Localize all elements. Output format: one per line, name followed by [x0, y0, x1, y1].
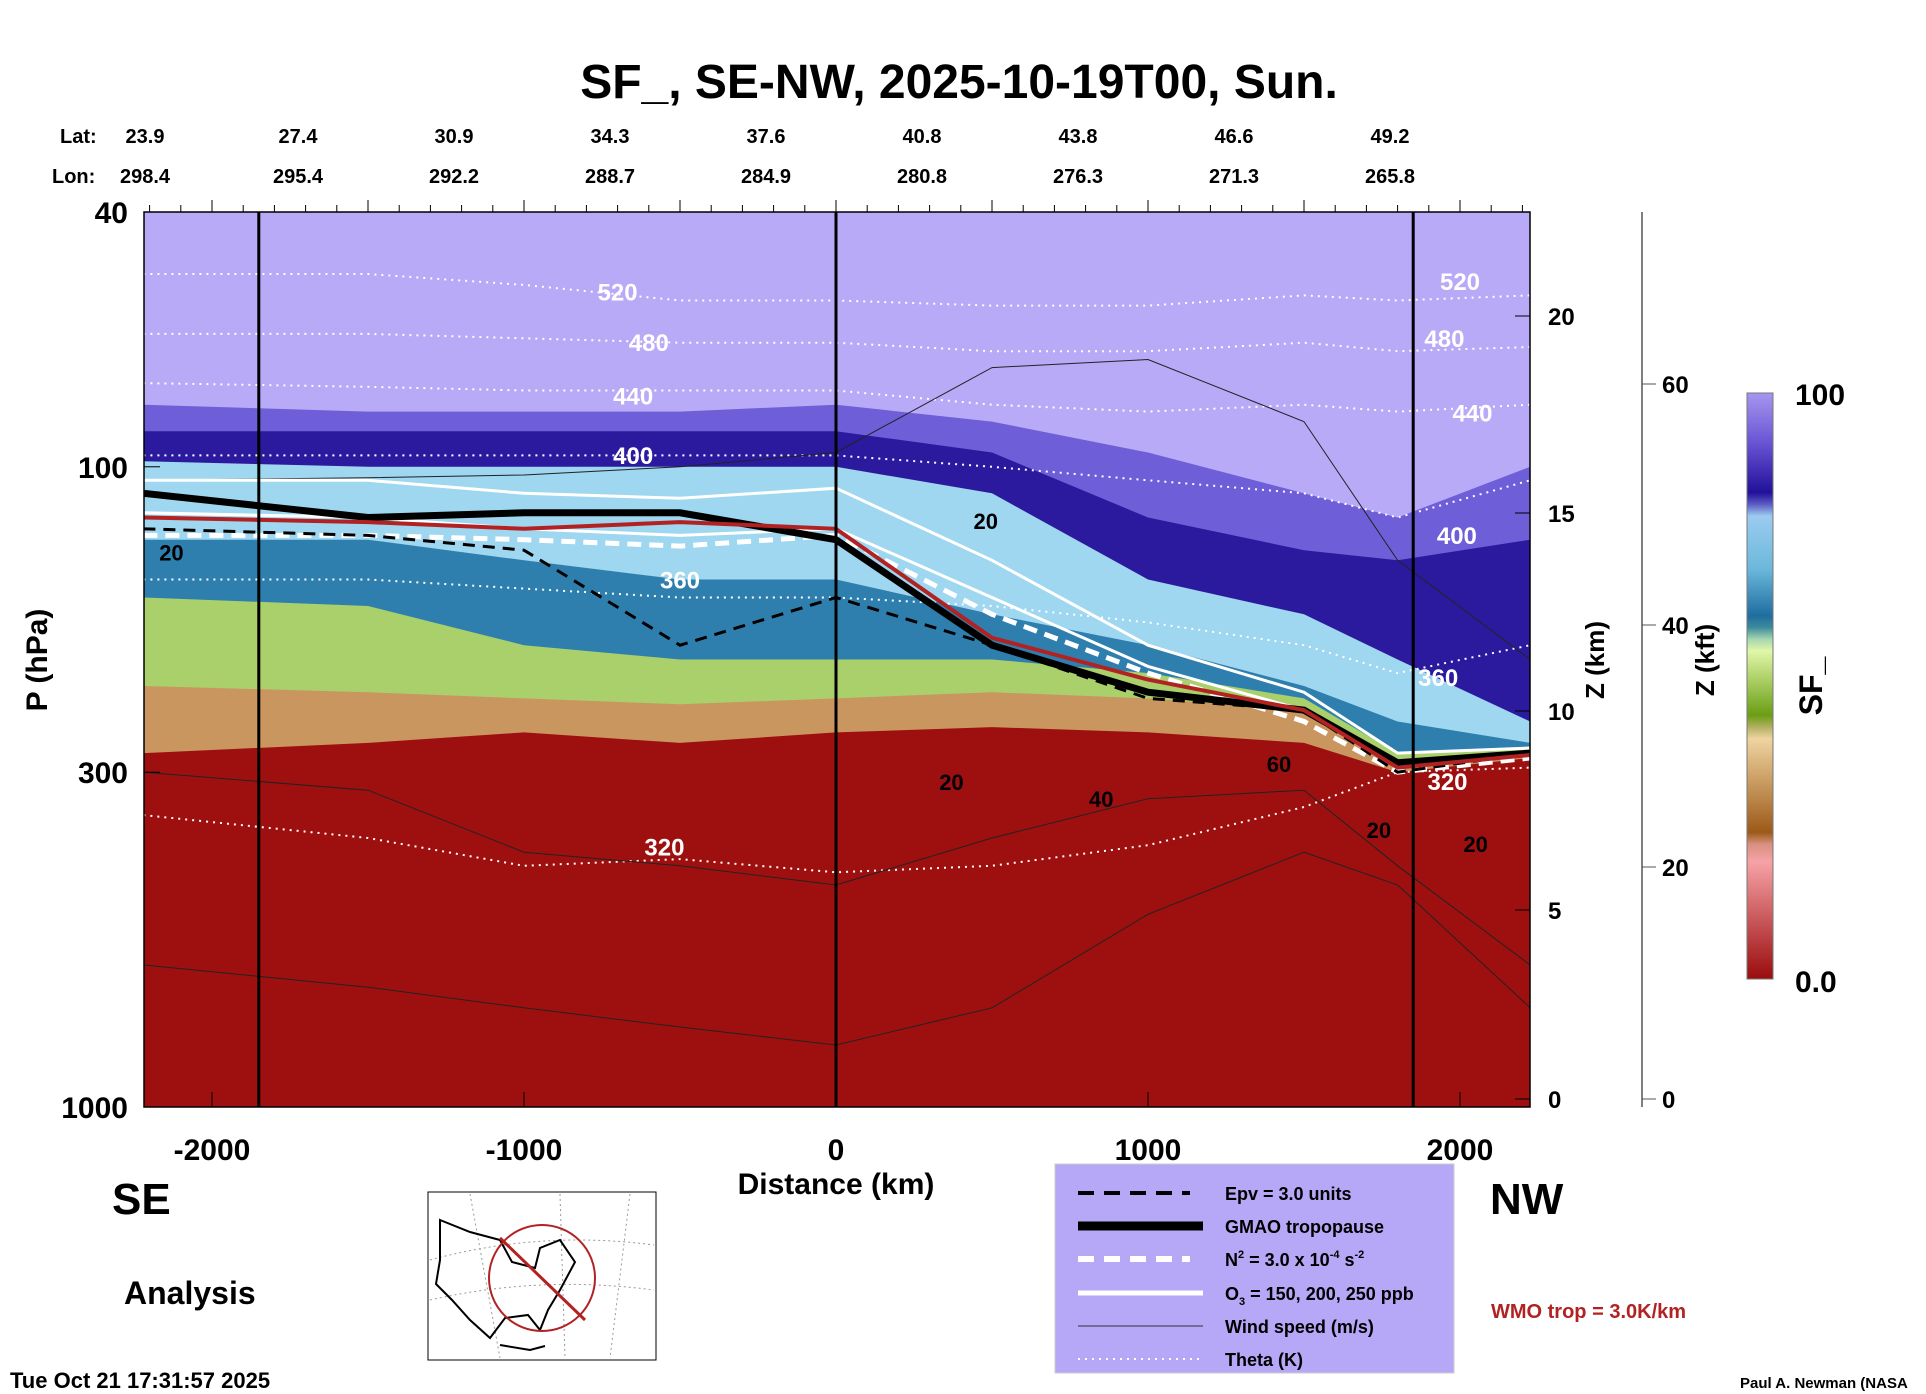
- zkm-tick-label: 20: [1548, 304, 1575, 331]
- zkft-tick-label: 40: [1662, 613, 1689, 640]
- legend-wind: Wind speed (m/s): [1225, 1317, 1374, 1337]
- lat-value: 46.6: [1215, 126, 1254, 148]
- lon-value: 265.8: [1365, 166, 1415, 188]
- x-tick-label: 2000: [1427, 1134, 1494, 1167]
- inset-map: [427, 1191, 657, 1361]
- lon-value: 280.8: [897, 166, 947, 188]
- lon-value: 292.2: [429, 166, 479, 188]
- zkft-axis-label: Z (kft): [1690, 624, 1720, 696]
- x-tick-label: 0: [828, 1134, 845, 1167]
- lon-label: Lon:: [52, 166, 95, 188]
- n2-contour: [144, 532, 1530, 775]
- wind-contour: [144, 771, 1530, 966]
- ozone-contour: [144, 478, 1530, 755]
- theta-label: 480: [629, 330, 669, 357]
- lat-value: 37.6: [747, 126, 786, 148]
- lon-value: 298.4: [120, 166, 171, 188]
- lon-value: 284.9: [741, 166, 791, 188]
- wind-label: 40: [1089, 787, 1113, 812]
- p-tick-label: 100: [78, 452, 128, 485]
- legend-o3: O3 = 150, 200, 250 ppb: [1225, 1284, 1414, 1308]
- theta-label: 440: [1452, 401, 1492, 428]
- theta-label: 520: [598, 280, 638, 307]
- legend-epv: Epv = 3.0 units: [1225, 1184, 1352, 1204]
- theta-label: 360: [1418, 665, 1458, 692]
- x-axis-label: Distance (km): [738, 1168, 935, 1201]
- wmo-trop-label: WMO trop = 3.0K/km: [1491, 1301, 1686, 1323]
- theta-label: 480: [1424, 326, 1464, 353]
- timestamp: Tue Oct 21 17:31:57 2025: [10, 1368, 270, 1393]
- lat-value: 49.2: [1371, 126, 1410, 148]
- lat-value: 23.9: [126, 126, 165, 148]
- x-tick-label: -1000: [486, 1134, 563, 1167]
- zkm-tick-label: 15: [1548, 501, 1575, 528]
- theta-contour: [144, 273, 1530, 307]
- zkft-tick-label: 20: [1662, 855, 1689, 882]
- wind-contour: [144, 851, 1530, 1046]
- lat-value: 40.8: [903, 126, 942, 148]
- zkm-tick-label: 10: [1548, 699, 1575, 726]
- direction-nw: NW: [1490, 1175, 1564, 1224]
- chart-title: SF_, SE-NW, 2025-10-19T00, Sun.: [580, 56, 1338, 109]
- wmo-tropopause: [144, 515, 1530, 770]
- lon-value: 288.7: [585, 166, 635, 188]
- theta-label: 320: [1427, 769, 1467, 796]
- zkm-tick-label: 0: [1548, 1087, 1561, 1114]
- direction-se: SE: [112, 1175, 171, 1224]
- colorbar-min-label: 0.0: [1795, 966, 1837, 999]
- legend-theta: Theta (K): [1225, 1350, 1303, 1370]
- theta-label: 440: [613, 384, 653, 411]
- lat-lon-header: Lat: Lon: 23.9 298.4 27.4 295.4 30.9 292.2 34.3 2…: [52, 126, 1415, 188]
- theta-label: 320: [644, 835, 684, 862]
- x-tick-label: 1000: [1115, 1134, 1182, 1167]
- y-axis-label: P (hPa): [21, 609, 54, 712]
- theta-contour: [144, 578, 1530, 675]
- colorbar-max-label: 100: [1795, 379, 1845, 412]
- x-tick-label: -2000: [174, 1134, 251, 1167]
- coastline: [434, 1218, 577, 1352]
- gmao-tropopause: [144, 489, 1530, 767]
- p-tick-label: 300: [78, 757, 128, 790]
- wind-label: 20: [939, 770, 963, 795]
- theta-label: 400: [613, 443, 653, 470]
- contour-lines: 520 480 440 400 360 320 520 480 440 400 360 320 20 20…: [144, 212, 1530, 1107]
- lat-value: 34.3: [591, 126, 630, 148]
- legend: Epv = 3.0 units GMAO tropopause N2 = 3.0…: [1054, 1163, 1455, 1374]
- zkft-tick-label: 60: [1662, 372, 1689, 399]
- lon-value: 276.3: [1053, 166, 1103, 188]
- wind-contour: [144, 358, 1530, 660]
- wind-label: 60: [1267, 752, 1291, 777]
- zkft-tick-label: 0: [1662, 1087, 1675, 1114]
- credit: Paul A. Newman (NASA: [1740, 1375, 1908, 1392]
- legend-gmao: GMAO tropopause: [1225, 1217, 1384, 1237]
- colorbar: [1746, 392, 1774, 980]
- p-tick-label: 40: [95, 197, 128, 230]
- lat-value: 27.4: [279, 126, 319, 148]
- wind-label: 20: [1463, 832, 1487, 857]
- lon-value: 271.3: [1209, 166, 1259, 188]
- analysis-label: Analysis: [124, 1275, 256, 1311]
- wind-label: 20: [1367, 818, 1391, 843]
- theta-contour: [144, 454, 1530, 519]
- axes: -2000 -1000 0 1000 2000 40 100 300 1000 0 5 10 15 20 0…: [61, 197, 1688, 1167]
- theta-label: 360: [660, 568, 700, 595]
- zkm-tick-label: 5: [1548, 898, 1561, 925]
- lat-value: 30.9: [435, 126, 474, 148]
- theta-label: 520: [1440, 269, 1480, 296]
- lat-label: Lat:: [60, 126, 97, 148]
- legend-n2: N2 = 3.0 x 10-4 s-2: [1225, 1249, 1364, 1270]
- filled-contours: [144, 212, 1530, 1107]
- colorbar-title: SF_: [1793, 655, 1829, 715]
- theta-contour: [144, 332, 1530, 353]
- p-tick-label: 1000: [61, 1092, 128, 1125]
- lon-value: 295.4: [273, 166, 324, 188]
- theta-label: 400: [1437, 523, 1477, 550]
- plot-frame: [143, 211, 1531, 1108]
- wind-label: 20: [974, 509, 998, 534]
- zkm-axis-label: Z (km): [1580, 621, 1610, 699]
- lat-value: 43.8: [1059, 126, 1098, 148]
- theta-contour: [144, 382, 1530, 413]
- wind-label: 20: [159, 540, 183, 565]
